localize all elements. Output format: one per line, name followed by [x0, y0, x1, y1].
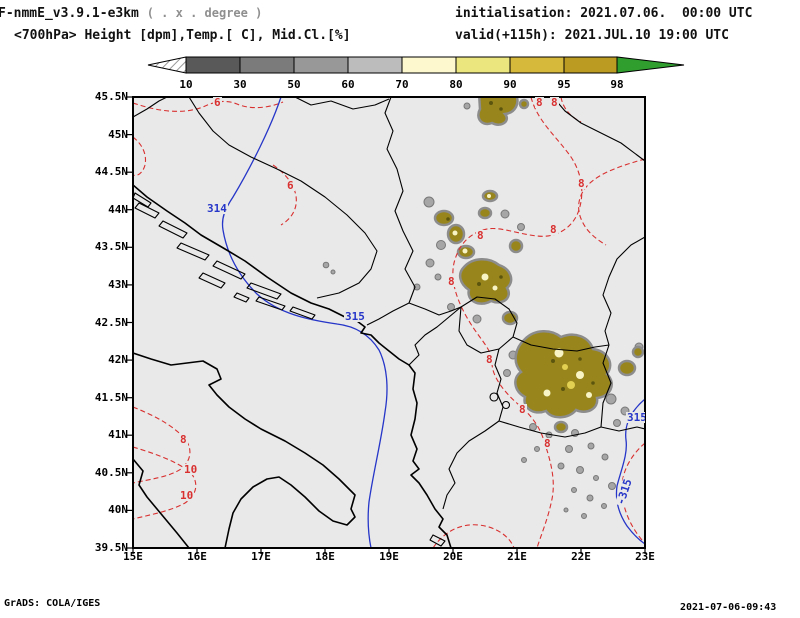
grads-credit: GrADS: COLA/IGES	[4, 598, 101, 609]
map-frame	[132, 96, 646, 549]
temp-contour-8-label: 8	[535, 97, 544, 109]
temp-contour-8-label: 8	[485, 353, 494, 366]
height-contour-314-label: 314	[206, 202, 228, 215]
valid-time: valid(+115h): 2021.JUL.10 19:00 UTC	[455, 28, 729, 43]
colorbar-under-arrow	[147, 56, 187, 74]
lat-label: 41.5N	[94, 391, 128, 404]
lat-label: 45.5N	[94, 90, 128, 103]
temp-contour-8-label: 8	[179, 433, 188, 446]
lat-label: 42.5N	[94, 316, 128, 329]
temp-contour-8-label: 8	[543, 437, 552, 450]
cloud-shading-dark-speckles	[446, 101, 595, 391]
colorbar-tick: 98	[610, 78, 623, 91]
lon-label: 21E	[507, 550, 527, 563]
temp-contour-10-label: 10	[179, 489, 195, 502]
temp-contour-10-label: 10	[183, 463, 199, 476]
lon-label: 17E	[251, 550, 271, 563]
colorbar-segment	[185, 56, 241, 74]
temp-contour-8-label: 8	[518, 403, 527, 416]
lon-label: 20E	[443, 550, 463, 563]
lon-label: 15E	[123, 550, 143, 563]
colorbar-tick: 10	[179, 78, 192, 91]
init-time: initialisation: 2021.07.06. 00:00 UTC	[455, 6, 753, 21]
colorbar-over-arrow	[616, 56, 685, 74]
colorbar-tick: 50	[287, 78, 300, 91]
map-background	[133, 97, 645, 548]
height-contours	[221, 97, 645, 548]
temp-contour-6-label: 6	[213, 97, 222, 109]
lat-label: 43N	[108, 278, 128, 291]
colorbar: 10 30 50 60 70 80 90 95 98	[147, 56, 685, 91]
colorbar-segment	[239, 56, 295, 74]
model-title-text: F-nmmE_v3.9.1-e3km	[0, 6, 139, 21]
colorbar-tick: 90	[503, 78, 516, 91]
lat-label: 43.5N	[94, 240, 128, 253]
lat-label: 40.5N	[94, 466, 128, 479]
colorbar-tick: 70	[395, 78, 408, 91]
colorbar-tick: 80	[449, 78, 462, 91]
colorbar-segment	[293, 56, 349, 74]
creation-timestamp: 2021-07-06-09:43	[680, 602, 777, 613]
colorbar-segment	[401, 56, 457, 74]
colorbar-segment	[347, 56, 403, 74]
lon-label: 16E	[187, 550, 207, 563]
map-plot	[127, 96, 646, 554]
lon-label: 18E	[315, 550, 335, 563]
lon-label: 23E	[635, 550, 655, 563]
temp-contour-6-label: 6	[286, 179, 295, 192]
temp-contour-8-label: 8	[447, 275, 456, 288]
temp-contour-8-label: 8	[550, 97, 559, 109]
height-contour-315-label: 315	[626, 412, 645, 423]
coastlines	[133, 184, 452, 548]
lat-label: 39.5N	[94, 541, 128, 554]
cloud-shading-yellow	[562, 364, 575, 389]
cloud-shading-cores	[452, 194, 592, 398]
model-title-note: ( . x . degree )	[146, 6, 263, 20]
height-contour-315-label: 315	[344, 310, 366, 323]
colorbar-tick: 60	[341, 78, 354, 91]
lon-label: 22E	[571, 550, 591, 563]
lon-label: 19E	[379, 550, 399, 563]
colorbar-segment	[563, 56, 618, 74]
lat-label: 44N	[108, 203, 128, 216]
lat-label: 45N	[108, 128, 128, 141]
model-title: F-nmmE_v3.9.1-e3km ( . x . degree )	[0, 6, 262, 21]
height-contour-neg315-label: -315	[614, 476, 635, 508]
colorbar-tick: 95	[557, 78, 570, 91]
colorbar-segment	[509, 56, 565, 74]
temp-contour-8-label: 8	[577, 177, 586, 190]
colorbar-segment	[455, 56, 511, 74]
lat-label: 44.5N	[94, 165, 128, 178]
country-borders	[133, 97, 645, 510]
lat-label: 42N	[108, 353, 128, 366]
contour-label-layer: 314 315 315 -315 6 6 8 8 8 8 8 8 8 8 8 8…	[133, 97, 645, 548]
variables-subtitle: <700hPa> Height [dpm],Temp.[ C], Mid.Cl.…	[14, 28, 351, 43]
temp-contour-8-label: 8	[549, 223, 558, 236]
colorbar-tick: 30	[233, 78, 246, 91]
islands	[133, 192, 446, 547]
lat-label: 41N	[108, 428, 128, 441]
lat-label: 40N	[108, 503, 128, 516]
temp-contour-8-label: 8	[476, 229, 485, 242]
